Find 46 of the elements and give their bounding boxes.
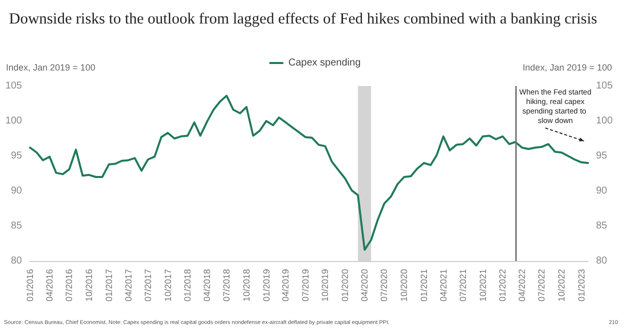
x-tick-label: 04/2020 (360, 269, 370, 302)
x-tick-label: 01/2021 (418, 269, 429, 302)
legend-label: Capex spending (288, 58, 361, 68)
y2-tick-label: 105 (596, 80, 614, 92)
x-tick-label: 04/2017 (123, 269, 134, 302)
y-tick-label: 80 (10, 256, 22, 266)
x-tick-label: 01/2022 (498, 269, 508, 302)
x-tick-label: 07/2016 (64, 269, 74, 302)
y2-tick-label: 100 (596, 116, 614, 126)
line-series (29, 94, 589, 251)
x-tick-label: 04/2021 (438, 269, 448, 302)
x-tick-label: 01/2019 (261, 269, 272, 302)
x-tick-label: 01/2016 (25, 269, 35, 302)
y-axis-title: Index, Jan 2019 = 100 (6, 62, 96, 72)
x-tick-label: 07/2018 (222, 269, 232, 302)
x-tick-label: 01/2023 (576, 269, 586, 302)
x-tick-label: 07/2017 (142, 269, 153, 302)
x-tick-label: 04/2019 (280, 269, 291, 302)
x-tick-label: 04/2016 (44, 269, 55, 302)
x-tick-label: 10/2022 (556, 269, 566, 302)
x-tick-label: 07/2022 (536, 269, 547, 302)
x-tick-label: 10/2020 (399, 269, 410, 302)
y2-tick-label: 90 (596, 186, 608, 196)
x-tick-label: 07/2019 (300, 269, 310, 302)
x-tick-label: 10/2021 (478, 269, 488, 302)
y2-axis-title: Index, Jan 2019 = 100 (522, 62, 612, 72)
y2-tick-label: 85 (596, 220, 608, 232)
x-tick-label: 01/2020 (340, 269, 350, 302)
y2-tick-label: 80 (596, 256, 608, 266)
x-tick-label: 10/2019 (320, 269, 330, 302)
x-tick-label: 10/2018 (241, 269, 252, 302)
y-tick-label: 105 (5, 80, 22, 92)
x-tick-label: 07/2020 (379, 269, 390, 302)
x-tick-label: 07/2021 (458, 269, 468, 302)
y-tick-label: 90 (10, 186, 22, 196)
x-tick-label: 10/2017 (162, 269, 173, 302)
chart-title: Downside risks to the outlook from lagged effects of Fed hikes combined with a banking crisis (9, 10, 598, 28)
x-tick-label: 01/2018 (182, 269, 193, 302)
y-tick-label: 100 (5, 116, 22, 126)
x-tick-label: 01/2017 (104, 269, 114, 302)
x-tick-label: 10/2016 (84, 269, 94, 302)
y-tick-label: 85 (10, 220, 22, 232)
y2-tick-label: 95 (596, 150, 608, 162)
x-tick-label: 04/2022 (517, 269, 528, 302)
x-tick-label: 04/2018 (202, 269, 212, 302)
y-tick-label: 95 (10, 150, 22, 162)
